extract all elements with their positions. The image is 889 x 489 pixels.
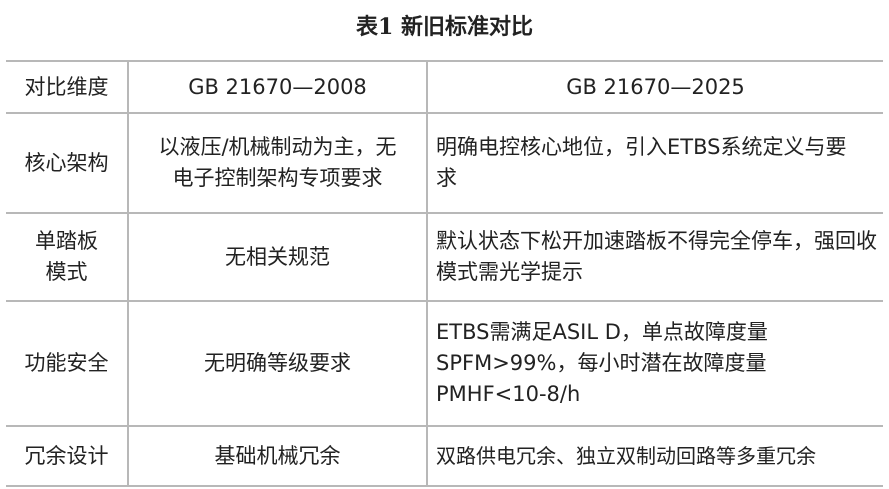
row-old: 无相关规范 [127, 212, 427, 302]
table-row: 单踏板模式 无相关规范 默认状态下松开加速踏板不得完全停车，强回收模式需光学提示 [6, 212, 883, 302]
row-new: ETBS需满足ASIL D，单点故障度量SPFM>99%，每小时潜在故障度量PM… [426, 300, 883, 427]
row-dimension: 功能安全 [6, 300, 128, 427]
table-row: 核心架构 以液压/机械制动为主，无电子控制架构专项要求 明确电控核心地位，引入E… [6, 112, 883, 214]
header-dimension: 对比维度 [6, 60, 128, 114]
table-header-row: 对比维度 GB 21670—2008 GB 21670—2025 [6, 60, 883, 114]
row-new: 明确电控核心地位，引入ETBS系统定义与要求 [426, 112, 883, 214]
row-old: 基础机械冗余 [127, 425, 427, 487]
table-row: 功能安全 无明确等级要求 ETBS需满足ASIL D，单点故障度量SPFM>99… [6, 300, 883, 427]
row-old: 无明确等级要求 [127, 300, 427, 427]
header-old-standard: GB 21670—2008 [127, 60, 427, 114]
row-dimension: 冗余设计 [6, 425, 128, 487]
table-title: 表1 新旧标准对比 [356, 14, 533, 40]
row-new: 默认状态下松开加速踏板不得完全停车，强回收模式需光学提示 [426, 212, 883, 302]
header-new-standard: GB 21670—2025 [426, 60, 883, 114]
row-dimension: 单踏板模式 [6, 212, 128, 302]
row-dimension: 核心架构 [6, 112, 128, 214]
comparison-table: 对比维度 GB 21670—2008 GB 21670—2025 核心架构 以液… [6, 60, 883, 487]
row-old: 以液压/机械制动为主，无电子控制架构专项要求 [127, 112, 427, 214]
table-row: 冗余设计 基础机械冗余 双路供电冗余、独立双制动回路等多重冗余 [6, 425, 883, 487]
row-new: 双路供电冗余、独立双制动回路等多重冗余 [426, 425, 883, 487]
